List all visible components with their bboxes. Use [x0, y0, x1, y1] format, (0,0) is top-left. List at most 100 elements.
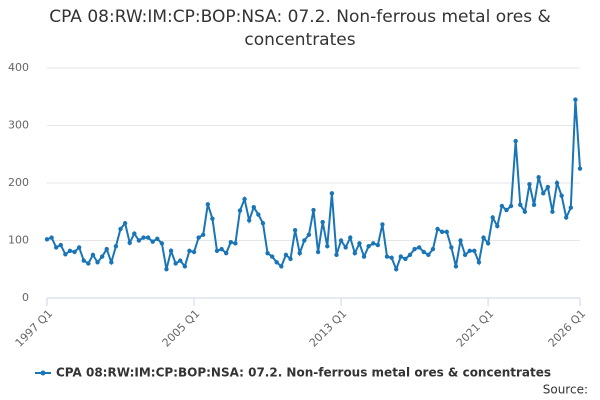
- point: [426, 252, 431, 258]
- point: [237, 208, 243, 213]
- point: [513, 138, 518, 144]
- point: [338, 238, 344, 243]
- point: [182, 264, 188, 269]
- point: [141, 235, 146, 240]
- point: [522, 209, 528, 214]
- point: [485, 241, 491, 246]
- point: [559, 193, 564, 198]
- point: [201, 232, 206, 237]
- point: [72, 249, 77, 255]
- point: [150, 239, 155, 244]
- point: [122, 221, 128, 226]
- point: [279, 264, 284, 269]
- point: [95, 260, 100, 265]
- point: [499, 203, 505, 209]
- point: [210, 216, 215, 221]
- point: [228, 240, 233, 245]
- point: [375, 242, 381, 248]
- point: [490, 215, 495, 220]
- point: [481, 235, 486, 240]
- point: [49, 235, 54, 240]
- point: [145, 235, 151, 240]
- point: [113, 244, 119, 249]
- point: [371, 241, 376, 246]
- point: [421, 249, 426, 255]
- point: [352, 250, 358, 256]
- x-tick-label: 2005 Q1: [160, 307, 203, 350]
- point: [76, 245, 82, 250]
- point: [458, 238, 463, 243]
- y-tick-label: 200: [8, 176, 29, 189]
- point: [223, 250, 229, 256]
- legend-marker: [40, 370, 46, 376]
- point: [86, 261, 91, 266]
- point: [380, 222, 385, 227]
- point: [251, 204, 256, 210]
- source: Source:: [543, 383, 588, 397]
- point: [444, 229, 449, 235]
- y-tick-label: 300: [8, 119, 29, 132]
- point: [178, 258, 183, 263]
- point: [99, 254, 105, 259]
- point: [191, 249, 197, 255]
- point: [568, 205, 574, 210]
- point: [407, 252, 413, 258]
- legend-label: CPA 08:RW:IM:CP:BOP:NSA: 07.2. Non-ferro…: [56, 366, 551, 380]
- point: [306, 232, 312, 237]
- point: [325, 244, 330, 249]
- point: [269, 254, 275, 259]
- point: [288, 256, 293, 262]
- point: [168, 248, 174, 254]
- point: [260, 221, 266, 226]
- point: [315, 249, 321, 255]
- point: [58, 242, 63, 248]
- point: [118, 226, 123, 232]
- x-tick-label: 2026 Q1: [546, 307, 589, 350]
- point: [527, 181, 532, 187]
- point: [81, 258, 86, 263]
- point: [416, 245, 422, 250]
- point: [274, 260, 279, 265]
- point: [366, 244, 371, 249]
- point: [508, 203, 514, 209]
- point: [554, 180, 560, 186]
- point: [453, 264, 459, 269]
- point: [104, 246, 109, 252]
- point: [242, 196, 247, 202]
- point: [577, 166, 583, 171]
- point: [545, 184, 551, 190]
- point: [90, 252, 96, 258]
- point: [205, 202, 211, 207]
- point: [564, 215, 569, 220]
- point: [136, 238, 142, 243]
- point: [462, 252, 468, 258]
- point: [246, 218, 252, 223]
- point: [132, 231, 137, 236]
- point: [334, 252, 339, 258]
- point: [394, 267, 399, 272]
- point: [53, 245, 59, 250]
- point: [302, 238, 307, 243]
- x-tick-label: 1997 Q1: [13, 307, 56, 350]
- point: [412, 246, 417, 252]
- point: [398, 254, 404, 259]
- point: [531, 202, 537, 208]
- point: [389, 255, 394, 260]
- point: [403, 256, 408, 262]
- y-tick-label: 400: [8, 61, 29, 74]
- point: [495, 223, 500, 229]
- point: [233, 241, 238, 246]
- point: [343, 245, 348, 250]
- point: [518, 202, 523, 208]
- point: [361, 254, 367, 259]
- point: [550, 209, 555, 214]
- point: [348, 235, 353, 240]
- point: [573, 97, 578, 102]
- point: [256, 212, 261, 217]
- point: [155, 236, 160, 241]
- point: [476, 260, 482, 265]
- point: [196, 235, 201, 240]
- point: [219, 246, 224, 252]
